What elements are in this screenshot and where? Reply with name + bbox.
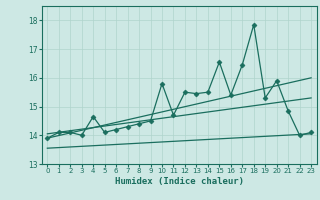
X-axis label: Humidex (Indice chaleur): Humidex (Indice chaleur) <box>115 177 244 186</box>
